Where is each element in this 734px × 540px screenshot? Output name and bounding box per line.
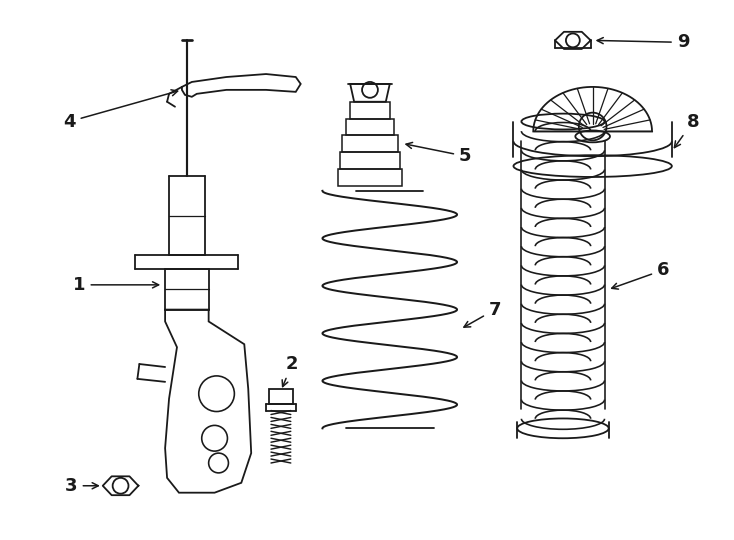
Text: 3: 3	[65, 477, 98, 495]
Text: 7: 7	[464, 301, 501, 327]
Text: 2: 2	[282, 355, 298, 387]
Text: 8: 8	[675, 112, 700, 147]
Text: 6: 6	[611, 261, 669, 289]
Text: 5: 5	[406, 143, 471, 165]
Text: 4: 4	[63, 90, 178, 131]
Text: 1: 1	[73, 276, 159, 294]
Text: 9: 9	[597, 33, 689, 51]
